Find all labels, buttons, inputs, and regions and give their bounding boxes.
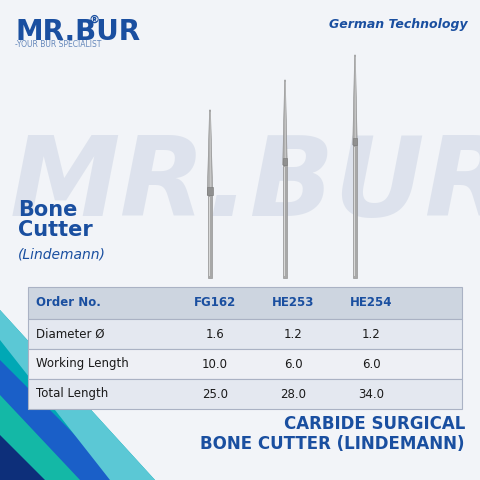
Text: 1.2: 1.2 — [284, 327, 302, 340]
FancyBboxPatch shape — [353, 138, 357, 145]
Text: 34.0: 34.0 — [358, 387, 384, 400]
FancyBboxPatch shape — [28, 379, 462, 409]
Text: ®: ® — [88, 15, 99, 25]
Text: Order No.: Order No. — [36, 297, 101, 310]
Polygon shape — [0, 310, 155, 480]
Text: Diameter Ø: Diameter Ø — [36, 327, 105, 340]
Polygon shape — [353, 55, 357, 145]
Polygon shape — [210, 112, 211, 193]
Text: HE253: HE253 — [272, 297, 314, 310]
FancyBboxPatch shape — [284, 167, 285, 276]
Text: Total Length: Total Length — [36, 387, 108, 400]
Polygon shape — [208, 195, 212, 278]
FancyBboxPatch shape — [28, 319, 462, 349]
Text: Working Length: Working Length — [36, 358, 129, 371]
FancyBboxPatch shape — [28, 349, 462, 379]
Text: Bone: Bone — [18, 200, 77, 220]
Text: FG162: FG162 — [194, 297, 236, 310]
FancyBboxPatch shape — [283, 158, 287, 165]
Polygon shape — [283, 80, 287, 165]
Text: HE254: HE254 — [350, 297, 392, 310]
FancyBboxPatch shape — [207, 187, 213, 195]
Text: 6.0: 6.0 — [284, 358, 302, 371]
Text: 28.0: 28.0 — [280, 387, 306, 400]
Polygon shape — [285, 82, 286, 163]
Text: MR.BUR: MR.BUR — [10, 132, 480, 239]
FancyBboxPatch shape — [354, 147, 355, 276]
Text: 25.0: 25.0 — [202, 387, 228, 400]
Polygon shape — [353, 145, 357, 278]
Text: -YOUR BUR SPECIALIST: -YOUR BUR SPECIALIST — [15, 40, 101, 49]
Polygon shape — [0, 310, 155, 480]
Text: 10.0: 10.0 — [202, 358, 228, 371]
Polygon shape — [0, 435, 45, 480]
Text: 6.0: 6.0 — [362, 358, 380, 371]
FancyBboxPatch shape — [209, 197, 210, 276]
Polygon shape — [207, 110, 213, 195]
Polygon shape — [0, 360, 120, 480]
Text: MR.BUR: MR.BUR — [15, 18, 140, 46]
Polygon shape — [355, 57, 356, 143]
Polygon shape — [283, 165, 287, 278]
Text: CARBIDE SURGICAL: CARBIDE SURGICAL — [284, 415, 465, 433]
Text: Cutter: Cutter — [18, 220, 93, 240]
Text: BONE CUTTER (LINDEMANN): BONE CUTTER (LINDEMANN) — [201, 435, 465, 453]
Polygon shape — [0, 395, 80, 480]
Text: 1.2: 1.2 — [361, 327, 380, 340]
Text: (Lindemann): (Lindemann) — [18, 248, 106, 262]
FancyBboxPatch shape — [28, 287, 462, 319]
Text: 1.6: 1.6 — [205, 327, 224, 340]
Text: German Technology: German Technology — [329, 18, 468, 31]
